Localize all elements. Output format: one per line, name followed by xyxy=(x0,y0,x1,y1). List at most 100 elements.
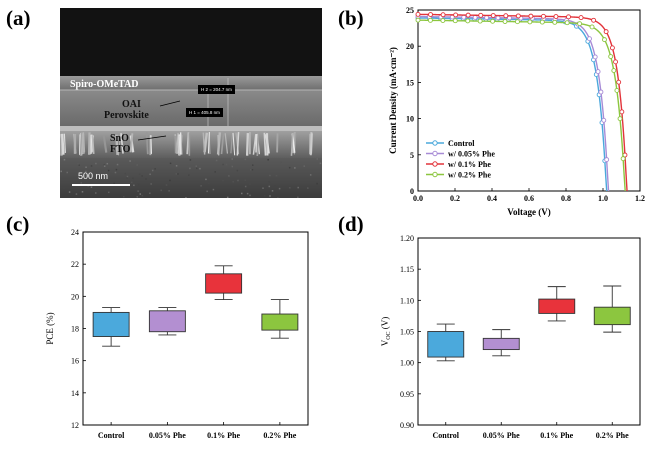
sem-fto-grain xyxy=(263,132,267,156)
jv-curve-marker xyxy=(608,54,614,59)
jv-y-tick-label: 15 xyxy=(406,78,414,87)
jv-legend-swatch-marker xyxy=(432,150,438,157)
jv-curve-marker xyxy=(587,36,592,42)
sem-fto-grain xyxy=(80,132,85,156)
jv-legend-label: w/ 0.05% Phe xyxy=(448,150,495,159)
jv-curve-marker xyxy=(503,13,509,19)
pce-y-tick-label: 24 xyxy=(71,228,79,237)
sem-glass-speck xyxy=(189,167,191,170)
jv-curve-marker xyxy=(593,72,599,77)
panel-label-d: (d) xyxy=(338,212,364,236)
sem-glass-speck xyxy=(103,163,106,166)
sem-glass-speck xyxy=(271,190,274,192)
jv-curve-marker xyxy=(490,13,496,18)
jv-curve-marker xyxy=(515,19,520,25)
sem-glass-speck xyxy=(136,164,138,166)
sem-glass-speck xyxy=(137,183,140,186)
jv-y-tick-label: 5 xyxy=(410,151,414,160)
voc-box-4 xyxy=(593,306,631,326)
jv-curve-marker xyxy=(566,14,571,20)
sem-glass-speck xyxy=(269,195,271,197)
sem-glass-speck xyxy=(237,179,239,182)
sem-glass-speck xyxy=(87,185,89,187)
sem-glass-speck xyxy=(165,184,168,186)
jv-curve-marker xyxy=(449,16,455,21)
pce-x-tick-label: 0.1% Phe xyxy=(207,431,240,440)
sem-glass-speck xyxy=(309,174,312,176)
jv-curve-line xyxy=(417,13,628,192)
sem-glass-speck xyxy=(249,194,251,197)
sem-glass-speck xyxy=(98,177,101,179)
sem-label-sno: SnO xyxy=(110,133,129,144)
jv-curve-line xyxy=(417,17,608,192)
sem-glass-speck xyxy=(205,178,207,181)
sem-glass-speck xyxy=(288,166,291,169)
jv-curve-marker xyxy=(577,21,583,27)
jv-curve-marker xyxy=(502,19,508,24)
sem-glass-speck xyxy=(269,174,271,177)
sem-glass-speck xyxy=(264,194,266,197)
jv-x-axis-label: Voltage (V) xyxy=(507,207,550,217)
sem-glass-speck xyxy=(267,158,269,161)
voc-y-axis-label: VOC (V) xyxy=(380,317,392,347)
sem-glass-speck xyxy=(251,164,254,166)
jv-x-tick-label: 1.2 xyxy=(635,194,645,203)
sem-glass-speck xyxy=(232,181,234,183)
sem-glass-speck xyxy=(106,162,109,165)
jv-x-tick-label: 0.8 xyxy=(561,194,571,203)
voc-y-tick-label: 1.05 xyxy=(400,328,414,337)
sem-glass-speck xyxy=(160,189,162,192)
sem-glass-speck xyxy=(273,184,276,187)
sem-fto-grain xyxy=(129,133,134,153)
sem-fto-grains xyxy=(60,132,313,157)
pce-x-tick-label: Control xyxy=(98,431,125,440)
sem-glass-speck xyxy=(66,171,68,174)
sem-glass-speck xyxy=(241,192,243,195)
sem-glass-speck xyxy=(277,197,279,198)
jv-curve-marker xyxy=(539,19,545,25)
sem-glass-speck xyxy=(214,171,216,173)
jv-curve-marker xyxy=(506,16,512,22)
jv-curve-marker xyxy=(553,14,559,19)
sem-fto-grain xyxy=(202,132,206,155)
jv-y-tick-label: 20 xyxy=(406,42,414,51)
sem-fto-grain xyxy=(216,132,222,155)
jv-curve-marker xyxy=(484,15,490,21)
sem-glass-speck xyxy=(275,174,278,177)
pce-y-tick-label: 20 xyxy=(71,292,79,301)
sem-fto-grain xyxy=(245,133,250,156)
sem-fto-grain xyxy=(186,132,190,155)
sem-glass-speck xyxy=(200,185,202,187)
sem-glass-speck xyxy=(278,187,281,190)
sem-glass-speck xyxy=(231,165,234,168)
jv-curve-marker xyxy=(617,116,623,122)
sem-glass-speck xyxy=(268,185,271,188)
sem-glass-speck xyxy=(177,173,179,175)
sem-label-perovskite: Perovskite xyxy=(104,110,149,121)
jv-curve-marker xyxy=(552,16,558,22)
jv-curve-marker xyxy=(517,17,523,23)
sem-glass-speck xyxy=(316,158,319,160)
jv-curve-marker xyxy=(490,18,496,24)
sem-scale-bar-label: 500 nm xyxy=(78,171,109,181)
sem-glass-speck xyxy=(133,184,135,187)
sem-glass-speck xyxy=(85,170,87,173)
sem-glass-speck xyxy=(297,196,299,198)
jv-curve-marker xyxy=(592,54,598,60)
jv-curve-marker xyxy=(426,15,432,21)
jv-curve-marker xyxy=(528,13,534,19)
jv-curve-marker xyxy=(611,68,617,73)
sem-glass-speck xyxy=(145,178,147,180)
sem-glass-speck xyxy=(199,167,201,170)
sem-label-oai: OAI xyxy=(122,99,141,110)
sem-glass-speck xyxy=(228,175,230,177)
jv-curve-marker xyxy=(602,37,607,43)
pce-y-tick-label: 22 xyxy=(71,260,79,269)
jv-curve-marker xyxy=(440,12,446,18)
sem-label-fto: FTO xyxy=(110,144,131,155)
jv-y-axis-label: Current Density (mA·cm⁻²) xyxy=(388,47,398,154)
sem-glass-speck xyxy=(222,163,224,166)
sem-glass-speck xyxy=(80,182,83,184)
sem-glass-speck xyxy=(126,175,129,178)
sem-glass-speck xyxy=(141,194,144,197)
